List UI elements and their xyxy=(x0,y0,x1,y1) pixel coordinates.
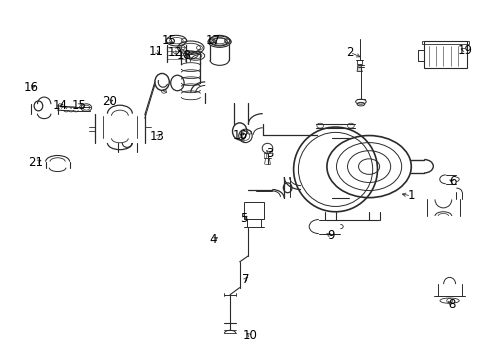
Text: 1: 1 xyxy=(407,189,414,202)
Text: 16: 16 xyxy=(233,129,247,143)
Text: 7: 7 xyxy=(241,273,249,286)
Text: 18: 18 xyxy=(177,49,192,62)
Text: 5: 5 xyxy=(239,212,247,225)
Text: 19: 19 xyxy=(456,44,471,57)
Text: 21: 21 xyxy=(28,156,43,169)
Text: 11: 11 xyxy=(148,45,163,58)
Text: 15: 15 xyxy=(72,99,86,112)
Text: 14: 14 xyxy=(52,99,67,112)
Text: 12: 12 xyxy=(167,46,182,59)
Text: 4: 4 xyxy=(209,234,217,247)
Text: 20: 20 xyxy=(102,95,117,108)
Text: 13: 13 xyxy=(149,130,164,143)
Text: 3: 3 xyxy=(265,147,273,160)
Bar xyxy=(244,202,263,219)
Bar xyxy=(356,60,362,64)
Text: 8: 8 xyxy=(447,298,454,311)
Text: 6: 6 xyxy=(448,175,456,188)
Text: 16: 16 xyxy=(24,81,39,94)
Text: 15: 15 xyxy=(161,34,176,47)
Text: 17: 17 xyxy=(205,34,221,47)
Bar xyxy=(422,41,468,44)
Text: 10: 10 xyxy=(243,329,257,342)
Bar xyxy=(424,41,467,68)
Text: 2: 2 xyxy=(346,46,353,59)
Text: 9: 9 xyxy=(326,229,334,242)
